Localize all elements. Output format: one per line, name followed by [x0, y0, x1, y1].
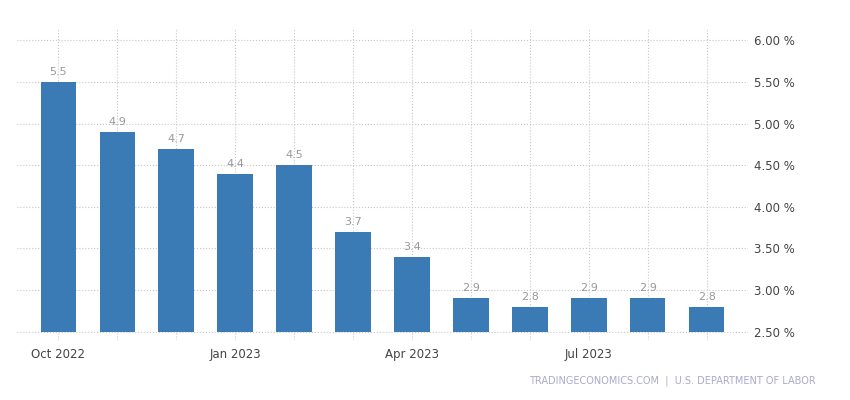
Bar	[336, 232, 371, 332]
Bar	[689, 307, 724, 332]
Text: TRADINGECONOMICS.COM  |  U.S. DEPARTMENT OF LABOR: TRADINGECONOMICS.COM | U.S. DEPARTMENT O…	[530, 376, 816, 386]
Text: 2.9: 2.9	[639, 284, 657, 294]
Text: 4.4: 4.4	[226, 159, 244, 169]
Bar	[276, 165, 312, 332]
Text: 3.4: 3.4	[403, 242, 421, 252]
Text: 2.8: 2.8	[698, 292, 716, 302]
Text: 2.8: 2.8	[521, 292, 539, 302]
Bar	[513, 307, 547, 332]
Bar	[453, 298, 489, 332]
Bar	[99, 132, 135, 332]
Text: 2.9: 2.9	[462, 284, 480, 294]
Text: 4.9: 4.9	[108, 117, 126, 127]
Bar	[218, 174, 252, 332]
Bar	[41, 82, 76, 332]
Bar	[630, 298, 666, 332]
Text: 5.5: 5.5	[49, 67, 67, 77]
Text: 2.9: 2.9	[580, 284, 598, 294]
Bar	[394, 257, 429, 332]
Text: 3.7: 3.7	[344, 217, 362, 227]
Bar	[158, 149, 194, 332]
Text: 4.5: 4.5	[286, 150, 303, 160]
Text: 4.7: 4.7	[167, 134, 185, 144]
Bar	[571, 298, 607, 332]
